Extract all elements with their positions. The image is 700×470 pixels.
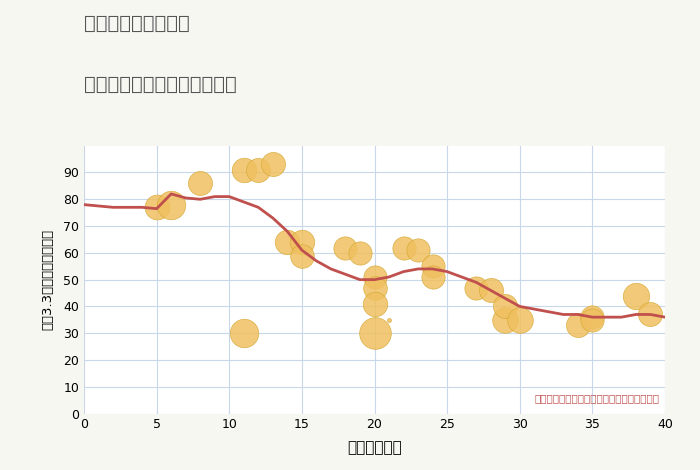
Point: [398, 244, 409, 251]
Text: 埼玉県坂戸市芦山町: 埼玉県坂戸市芦山町: [84, 14, 190, 33]
Point: [340, 244, 351, 251]
Y-axis label: 平（3.3㎡）単価（万円）: 平（3.3㎡）単価（万円）: [42, 229, 55, 330]
Point: [412, 246, 423, 254]
Point: [151, 204, 162, 211]
Point: [587, 316, 598, 323]
Point: [296, 252, 307, 259]
Point: [238, 166, 249, 173]
X-axis label: 築年数（年）: 築年数（年）: [347, 440, 402, 455]
Point: [427, 262, 438, 270]
Point: [587, 313, 598, 321]
Point: [631, 292, 642, 299]
Point: [267, 161, 279, 168]
Point: [369, 284, 380, 291]
Point: [384, 316, 395, 323]
Point: [281, 238, 293, 246]
Point: [354, 249, 365, 257]
Point: [253, 166, 264, 173]
Point: [485, 287, 496, 294]
Point: [369, 300, 380, 307]
Point: [296, 238, 307, 246]
Point: [369, 273, 380, 281]
Point: [514, 316, 525, 323]
Point: [470, 284, 482, 291]
Point: [238, 329, 249, 337]
Point: [573, 321, 584, 329]
Text: 円の大きさは、取引のあった物件面積を示す: 円の大きさは、取引のあった物件面積を示す: [534, 393, 659, 403]
Point: [645, 311, 656, 318]
Point: [369, 329, 380, 337]
Point: [427, 273, 438, 281]
Point: [500, 303, 511, 310]
Point: [500, 316, 511, 323]
Point: [165, 201, 176, 208]
Text: 築年数別中古マンション価格: 築年数別中古マンション価格: [84, 75, 237, 94]
Point: [195, 180, 206, 187]
